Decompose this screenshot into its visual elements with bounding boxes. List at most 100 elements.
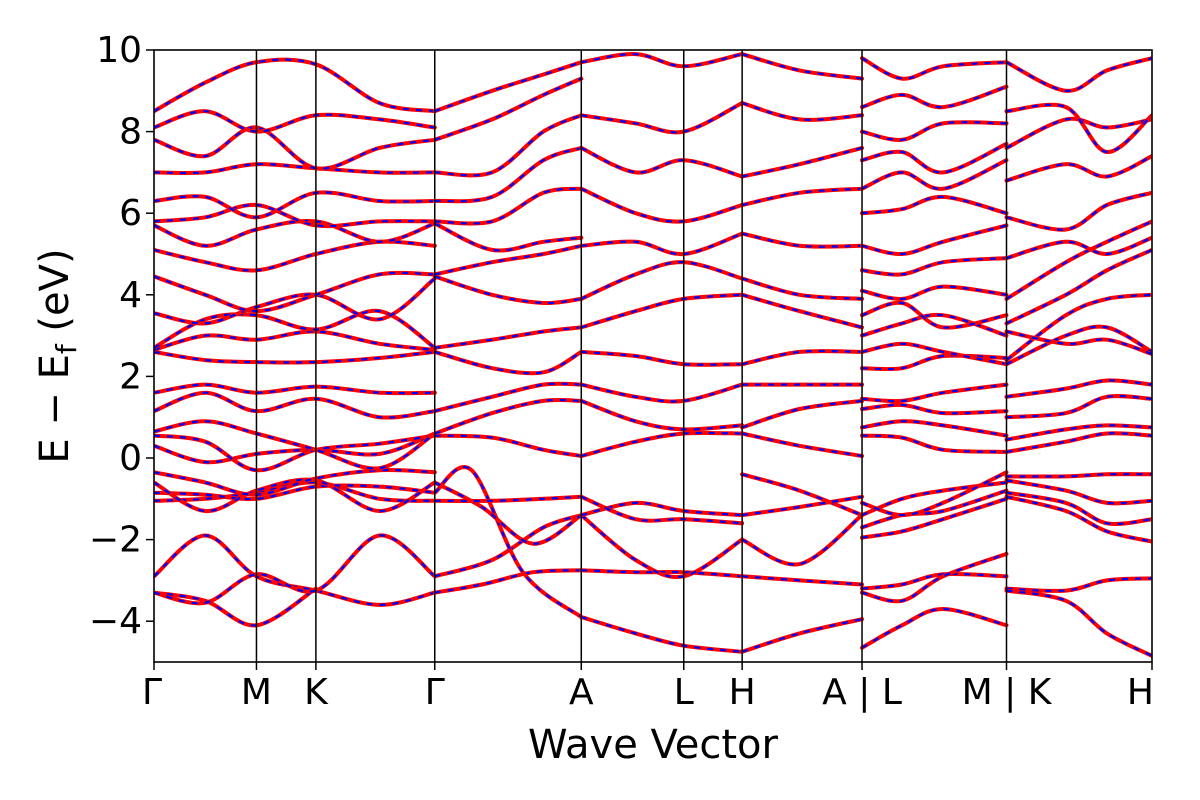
band-line-86-down	[861, 354, 1007, 371]
y-axis-title-main: E − E	[32, 354, 78, 464]
band-line-20-down	[154, 191, 435, 219]
band-line-32-down	[434, 382, 582, 413]
band-line-115-down	[1006, 191, 1152, 231]
band-line-10-up	[154, 390, 437, 420]
band-line-111-down	[1006, 330, 1152, 356]
band-line-116-down	[1006, 155, 1152, 182]
band-line-94-up	[860, 158, 1009, 191]
band-line-47-down	[580, 495, 743, 525]
band-line-108-down	[1006, 379, 1152, 398]
band-line-54-down	[581, 232, 743, 256]
band-line-43-up	[579, 615, 745, 654]
band-line-16-up	[154, 270, 437, 314]
band-line-57-up	[579, 101, 745, 135]
band-line-113-down	[1005, 220, 1152, 300]
band-line-83-down	[861, 420, 1007, 437]
band-line-56-up	[579, 145, 745, 179]
band-line-52-up	[579, 292, 745, 330]
band-line-119-down	[1006, 57, 1152, 92]
band-line-47-up	[579, 494, 745, 526]
band-line-104-down	[1006, 473, 1152, 478]
band-line-7-up	[154, 431, 437, 465]
band-line-82-up	[860, 433, 1009, 454]
y-tick-label-2: 0	[119, 438, 142, 479]
y-tick-label-0: −4	[89, 601, 142, 642]
band-line-91-up	[860, 256, 1009, 277]
band-line-90-up	[860, 284, 1009, 301]
band-line-67-up	[740, 349, 864, 367]
band-line-78-down	[861, 497, 1007, 539]
band-line-104-up	[1004, 472, 1152, 479]
band-line-46-down	[581, 501, 743, 517]
band-line-48-down	[581, 431, 743, 458]
band-line-50-up	[579, 382, 745, 404]
band-line-117-up	[1004, 116, 1152, 150]
band-line-90-down	[861, 285, 1007, 301]
band-line-5-down	[154, 478, 436, 513]
band-line-85-up	[860, 382, 1009, 404]
band-line-33-down	[434, 350, 582, 375]
band-line-37-up	[432, 221, 584, 253]
band-line-106-down	[1006, 424, 1152, 441]
band-line-30-up	[432, 433, 584, 458]
band-line-4-up	[154, 483, 437, 502]
band-line-42-down	[434, 61, 582, 113]
band-line-51-down	[581, 350, 743, 366]
x-tick-label-8: M | K	[962, 672, 1053, 713]
band-line-85-down	[861, 383, 1007, 403]
y-axis-ticks: −4 −2 0 2 4 6 8 10	[89, 30, 154, 642]
band-line-31-down	[434, 398, 582, 435]
band-line-114-down	[1006, 236, 1152, 260]
band-line-24-up	[154, 57, 437, 114]
band-line-102-down	[1006, 491, 1152, 526]
band-line-97-down	[861, 85, 1007, 109]
band-line-79-down	[861, 489, 1007, 529]
band-line-74-down	[741, 53, 863, 80]
band-line-76-down	[861, 572, 1007, 590]
band-line-110-up	[1004, 292, 1152, 363]
band-line-11-up	[154, 382, 437, 396]
band-line-71-down	[741, 187, 863, 207]
band-line-1-up	[154, 533, 437, 607]
band-line-1-down	[154, 534, 436, 607]
band-line-38-down	[434, 187, 582, 225]
band-line-29-down	[434, 495, 582, 503]
band-line-77-down	[861, 552, 1007, 603]
band-line-109-down	[1006, 325, 1152, 366]
y-tick-label-1: −2	[89, 520, 142, 561]
band-line-65-up	[740, 398, 864, 430]
band-line-49-down	[580, 399, 743, 431]
band-line-71-up	[740, 186, 864, 207]
band-line-84-down	[861, 403, 1007, 415]
band-line-63-down	[741, 495, 863, 517]
band-line-2-down	[154, 534, 436, 605]
band-line-87-up	[860, 341, 1009, 367]
band-line-94-down	[861, 159, 1007, 190]
band-line-73-down	[741, 101, 863, 121]
band-line-30-down	[434, 434, 582, 458]
y-axis-title-subscript: f	[50, 343, 83, 354]
band-line-100-up	[1004, 588, 1152, 658]
band-line-52-down	[580, 293, 743, 329]
band-line-99-up	[1004, 576, 1152, 593]
band-line-96-down	[861, 121, 1007, 141]
band-line-69-down	[741, 277, 863, 300]
band-line-54-up	[579, 231, 745, 257]
band-line-61-down	[741, 514, 863, 566]
band-line-34-down	[434, 326, 582, 349]
band-line-107-up	[1004, 394, 1152, 420]
band-line-64-down	[741, 432, 863, 458]
band-line-16-down	[154, 271, 435, 313]
band-line-88-down	[861, 313, 1007, 337]
band-line-102-up	[1004, 490, 1152, 526]
band-line-12-down	[154, 350, 435, 364]
band-line-105-down	[1006, 432, 1152, 453]
band-line-23-down	[154, 110, 435, 133]
band-line-55-up	[579, 186, 745, 224]
band-line-25-up	[432, 568, 584, 595]
band-line-8-down	[154, 434, 435, 472]
band-line-67-down	[741, 349, 863, 366]
band-line-59-down	[741, 618, 863, 653]
